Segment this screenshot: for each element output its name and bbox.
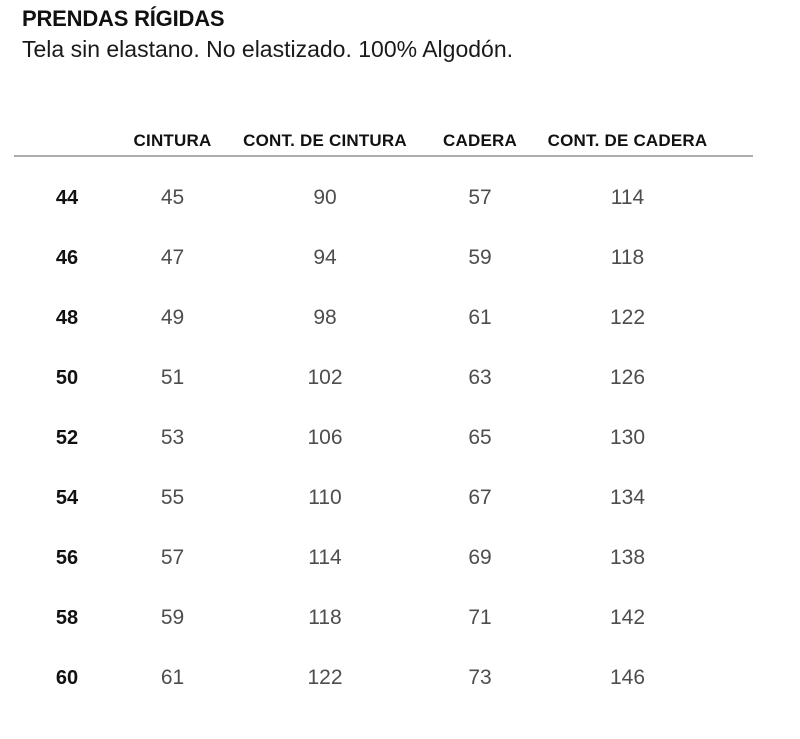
cont-cintura-cell: 102 <box>307 366 343 389</box>
size-cell: 46 <box>55 246 79 269</box>
cintura-cell: 55 <box>160 486 185 509</box>
cont-cadera-cell: 130 <box>609 426 646 449</box>
cont-cadera-cell: 122 <box>609 306 646 329</box>
cont-cadera-cell: 126 <box>609 366 646 389</box>
size-cell: 48 <box>55 306 79 329</box>
cont-cadera-cell: 146 <box>609 666 646 689</box>
size-cell: 56 <box>55 546 79 569</box>
column-header-cont-de-cintura: CONT. DE CINTURA <box>243 131 407 150</box>
row-spacer <box>720 648 753 708</box>
header-divider <box>14 155 753 157</box>
column-header-cadera: CADERA <box>443 131 517 150</box>
cont-cadera-cell: 142 <box>609 606 646 629</box>
cintura-cell: 57 <box>160 546 185 569</box>
cont-cintura-cell: 94 <box>313 246 337 269</box>
cintura-cell: 51 <box>160 366 185 389</box>
cont-cadera-cell: 118 <box>610 246 645 269</box>
cont-cadera-cell: 138 <box>609 546 646 569</box>
size-cell: 44 <box>55 186 79 209</box>
cintura-cell: 47 <box>160 246 185 269</box>
cont-cintura-cell: 118 <box>308 606 342 629</box>
size-cell: 52 <box>55 426 79 449</box>
cintura-cell: 53 <box>160 426 185 449</box>
size-cell: 60 <box>55 666 79 689</box>
page-subtitle: Tela sin elastano. No elastizado. 100% A… <box>22 36 513 62</box>
cadera-cell: 59 <box>468 246 492 269</box>
page-title: PRENDAS RÍGIDAS <box>22 6 225 31</box>
cont-cintura-cell: 98 <box>313 306 337 329</box>
cadera-cell: 63 <box>468 366 492 389</box>
cadera-cell: 69 <box>468 546 492 569</box>
doc-header: PRENDAS RÍGIDAS Tela sin elastano. No el… <box>0 0 800 63</box>
cont-cintura-cell: 110 <box>308 486 342 509</box>
cont-cadera-cell: 114 <box>610 186 645 209</box>
size-table: CINTURA CONT. DE CINTURA CADERA CONT. DE… <box>14 131 753 708</box>
cadera-cell: 65 <box>468 426 492 449</box>
size-cell: 50 <box>55 366 79 389</box>
size-cell: 54 <box>55 486 79 509</box>
row-spacer <box>720 348 753 408</box>
cadera-cell: 73 <box>468 666 492 689</box>
cintura-cell: 49 <box>160 306 185 329</box>
cont-cintura-cell: 114 <box>308 546 342 569</box>
row-spacer <box>720 168 753 228</box>
column-header-cintura: CINTURA <box>133 131 212 150</box>
size-cell: 58 <box>55 606 79 629</box>
row-spacer <box>720 408 753 468</box>
cintura-cell: 45 <box>160 186 185 209</box>
row-spacer <box>720 288 753 348</box>
cintura-cell: 59 <box>160 606 185 629</box>
cont-cintura-cell: 122 <box>307 666 343 689</box>
cadera-cell: 61 <box>468 306 492 329</box>
column-header-cont-de-cadera: CONT. DE CADERA <box>547 131 708 150</box>
cont-cadera-cell: 134 <box>609 486 646 509</box>
cadera-cell: 67 <box>468 486 492 509</box>
cintura-cell: 61 <box>160 666 185 689</box>
row-spacer <box>720 588 753 648</box>
cont-cintura-cell: 90 <box>313 186 337 209</box>
row-spacer <box>720 228 753 288</box>
cadera-cell: 57 <box>468 186 492 209</box>
cont-cintura-cell: 106 <box>307 426 343 449</box>
row-spacer <box>720 528 753 588</box>
row-spacer <box>720 468 753 528</box>
cadera-cell: 71 <box>468 606 492 629</box>
